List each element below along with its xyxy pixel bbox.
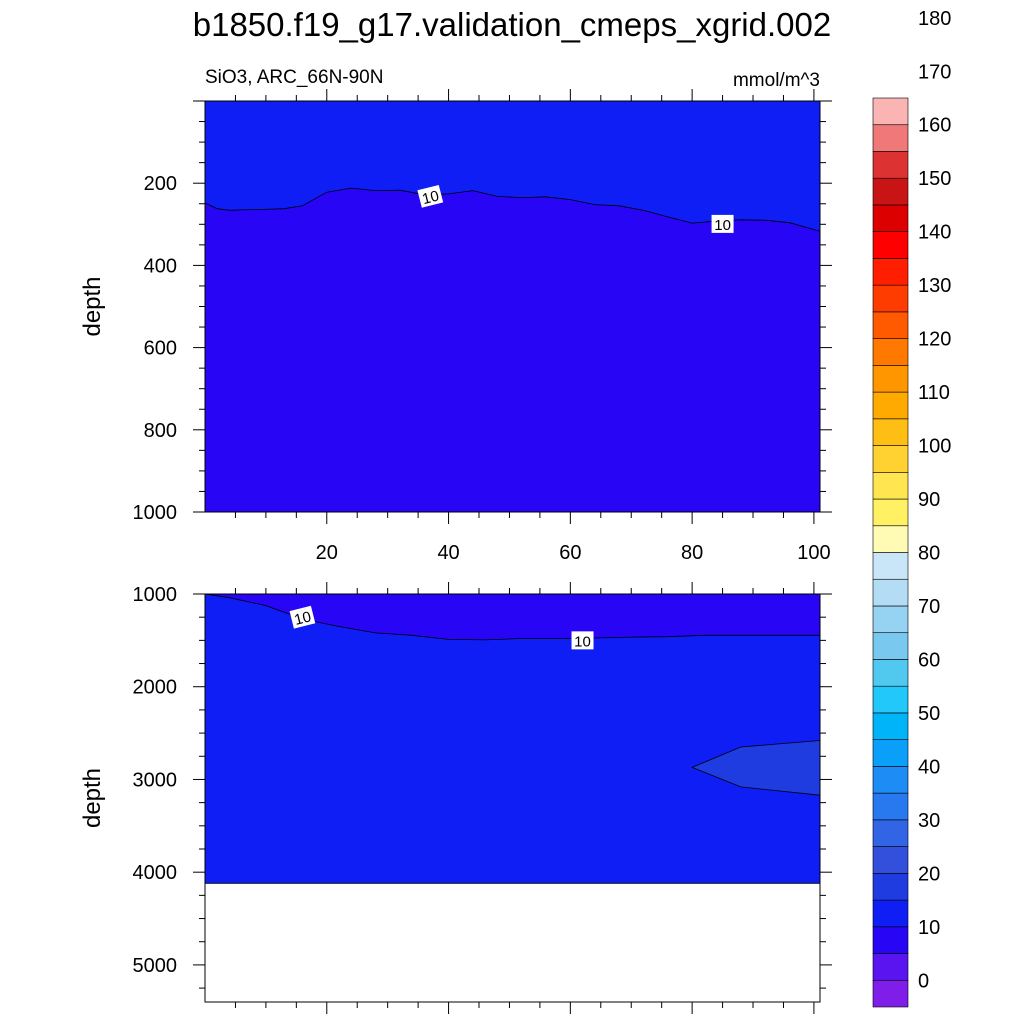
contour-label: 10: [289, 605, 316, 629]
colorbar-box: [872, 578, 909, 607]
colorbar-box: [872, 471, 909, 500]
colorbar-box: [872, 311, 909, 339]
colorbar-box: [872, 338, 909, 366]
colorbar-box: [872, 418, 909, 446]
y-tick-label: 1000: [133, 502, 178, 524]
colorbar-tick-label: 110: [918, 382, 950, 404]
colorbar-tick-label: 90: [918, 489, 940, 511]
x-tick-label: 100: [797, 542, 830, 564]
colorbar-box: [872, 204, 909, 232]
y-tick-label: 2000: [133, 677, 178, 699]
colorbar-tick-label: 70: [918, 596, 940, 618]
colorbar-tick-label: 180: [918, 8, 951, 30]
colorbar-box: [872, 177, 909, 206]
colorbar-box: [872, 766, 909, 794]
colorbar-box: [872, 231, 909, 259]
plot-area: 10 10: [205, 101, 820, 512]
y-tick-label: 1000: [133, 584, 178, 606]
x-tick-label: 20: [316, 542, 338, 564]
x-tick-label: 80: [681, 542, 703, 564]
colorbar-box: [872, 498, 909, 527]
subtitle-units: mmol/m^3: [733, 70, 820, 91]
contour-label-text: 10: [421, 188, 441, 209]
colorbar-tick-label: 100: [918, 436, 951, 458]
colorbar-box: [872, 926, 909, 954]
contour-label-box: [417, 184, 444, 208]
colorbar-tick-label: 0: [918, 970, 929, 992]
colorbar-box: [872, 284, 909, 313]
plot-area: 10 10: [205, 594, 820, 1002]
contour-label-text: 10: [574, 633, 591, 650]
y-tick-label: 800: [144, 420, 177, 442]
colorbar-box: [872, 899, 909, 928]
colorbar-tick-label: 30: [918, 810, 940, 832]
colorbar-box: [872, 659, 909, 687]
colorbar-tick-label: 10: [918, 917, 940, 939]
contour-line-10: [205, 187, 820, 232]
band-10-20: [205, 101, 820, 232]
contour-label-box: [571, 631, 594, 650]
lower-panel: 10 10 1000 2000 3000 4000 5000 depth: [79, 582, 832, 1014]
colorbar-box: [872, 97, 909, 126]
y-tick-label: 600: [144, 338, 177, 360]
contour-label-text: 10: [293, 608, 313, 629]
colorbar-box: [872, 953, 909, 981]
no-data-region: [205, 883, 820, 1002]
colorbar-box: [872, 846, 909, 874]
y-axis-label: depth: [79, 768, 106, 828]
colorbar-tick-label: 140: [918, 222, 951, 244]
panel-frame: [204, 593, 821, 1003]
colorbar-box: [872, 124, 909, 152]
y-tick-label: 5000: [133, 955, 178, 977]
colorbar-box: [872, 365, 909, 393]
colorbar-box: [872, 445, 909, 473]
colorbar-box: [872, 792, 909, 821]
colorbar-tick-label: 170: [918, 61, 951, 83]
band-20-30: [691, 740, 820, 796]
colorbar-tick-label: 120: [918, 329, 951, 351]
colorbar-box: [872, 151, 909, 179]
colorbar-tick-label: 150: [918, 168, 951, 190]
colorbar-box: [872, 873, 909, 901]
colorbar-tick-label: 60: [918, 649, 940, 671]
colorbar-box: [872, 552, 909, 580]
colorbar-box: [872, 605, 909, 634]
colorbar-box: [872, 979, 909, 1008]
y-axis-label: depth: [79, 276, 106, 336]
colorbar-box: [872, 712, 909, 740]
y-tick-label: 400: [144, 255, 177, 277]
colorbar-tick-label: 80: [918, 543, 940, 565]
colorbar-box: [872, 632, 909, 660]
contour-label-box: [711, 214, 734, 233]
band-0-10: [205, 594, 820, 640]
colorbar-box: [872, 819, 909, 847]
subtitle-variable-region: SiO3, ARC_66N-90N: [205, 67, 383, 88]
colorbar-box: [872, 391, 909, 420]
colorbar-box: [872, 525, 909, 553]
contour-label-box: [289, 605, 316, 629]
colorbar-tick-label: 130: [918, 275, 951, 297]
colorbar-tick-label: 160: [918, 115, 951, 137]
chart-title: b1850.f19_g17.validation_cmeps_xgrid.002: [193, 6, 831, 43]
contour-label: 10: [711, 214, 734, 234]
y-tick-label: 4000: [133, 862, 178, 884]
contour-label: 10: [571, 631, 594, 650]
colorbar-tick-label: 20: [918, 863, 940, 885]
contour-label-text: 10: [714, 217, 731, 234]
band-10-20: [205, 594, 820, 884]
colorbar-tick-label: 50: [918, 703, 940, 725]
colorbar-box: [872, 739, 909, 767]
colorbar-tick-label: 40: [918, 756, 940, 778]
colorbar-box: [872, 685, 909, 714]
x-tick-label: 60: [559, 542, 581, 564]
upper-panel: 10 10 20 40 60 80 100 200 400 600 800 1000 depth: [79, 89, 832, 564]
y-tick-label: 200: [144, 173, 177, 195]
contour-label: 10: [417, 184, 444, 209]
y-tick-label: 3000: [133, 769, 178, 791]
colorbar-box: [872, 258, 909, 286]
colorbar: 0 10 20 30 40 50 60 70 80 90 100 110 120 130 140 150 160…: [872, 8, 951, 1008]
x-tick-label: 40: [437, 542, 459, 564]
